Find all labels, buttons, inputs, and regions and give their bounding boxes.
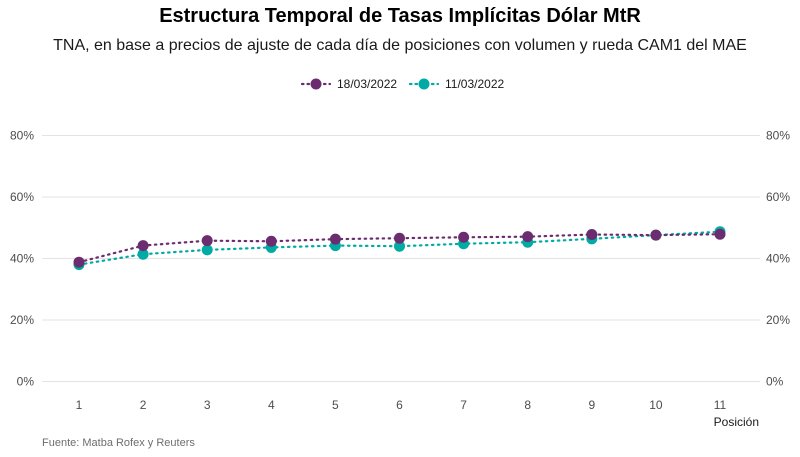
chart-caption: Fuente: Matba Rofex y Reuters [42,437,195,449]
data-point-series-1 [650,229,662,241]
y-tick-label-left: 80% [10,129,34,143]
data-point-series-2 [137,248,149,260]
chart-title: Estructura Temporal de Tasas Implícitas … [159,5,641,27]
y-axis-left: 0% 20% 40% 60% 80% [10,129,34,389]
x-tick-label: 8 [524,398,531,412]
data-point-series-1 [394,232,405,244]
y-tick-label-left: 0% [17,375,35,389]
data-point-series-1 [73,256,85,268]
grid-lines [42,135,760,382]
y-tick-label-right: 0% [766,375,784,389]
x-tick-label: 6 [396,398,403,412]
x-tick-label: 9 [588,398,595,412]
y-tick-label-right: 80% [766,129,790,143]
legend-marker-2 [418,78,430,90]
x-axis: 1 2 3 4 5 6 7 8 9 10 11 [76,398,727,412]
x-tick-label: 2 [140,398,147,412]
y-tick-label-left: 60% [10,190,34,204]
data-point-series-1 [329,233,341,245]
data-point-series-1 [458,231,470,243]
data-point-series-1 [201,235,213,247]
chart-subtitle: TNA, en base a precios de ajuste de cada… [53,37,747,54]
x-tick-label: 4 [268,398,275,412]
data-point-series-1 [265,235,277,247]
data-point-series-1 [586,229,598,241]
legend-label-2: 11/03/2022 [445,77,504,91]
data-point-series-1 [137,240,149,252]
legend-label-1: 18/03/2022 [337,77,397,91]
legend-marker-1 [310,78,322,90]
x-tick-label: 3 [204,398,211,412]
x-tick-label: 10 [649,398,663,412]
x-tick-label: 11 [714,398,727,412]
y-tick-label-right: 40% [766,252,790,266]
data-point-series-2 [201,244,213,256]
x-tick-label: 1 [76,398,83,412]
data-point-series-1 [714,228,726,240]
series-line-1 [77,233,722,264]
y-axis-right: 0% 20% 40% 60% 80% [766,129,790,389]
data-point-series-1 [522,231,534,243]
y-tick-label-left: 20% [10,313,34,327]
y-tick-label-left: 40% [10,252,34,266]
y-tick-label-right: 60% [766,190,790,204]
data-point-series-2 [394,240,405,252]
legend: 18/03/2022 11/03/2022 [300,77,504,91]
x-tick-label: 7 [460,398,467,412]
y-tick-label-right: 20% [766,313,790,327]
x-axis-title: Posición [714,415,759,429]
x-tick-label: 5 [332,398,339,412]
series-group [73,226,726,271]
series-line-2 [77,230,722,266]
